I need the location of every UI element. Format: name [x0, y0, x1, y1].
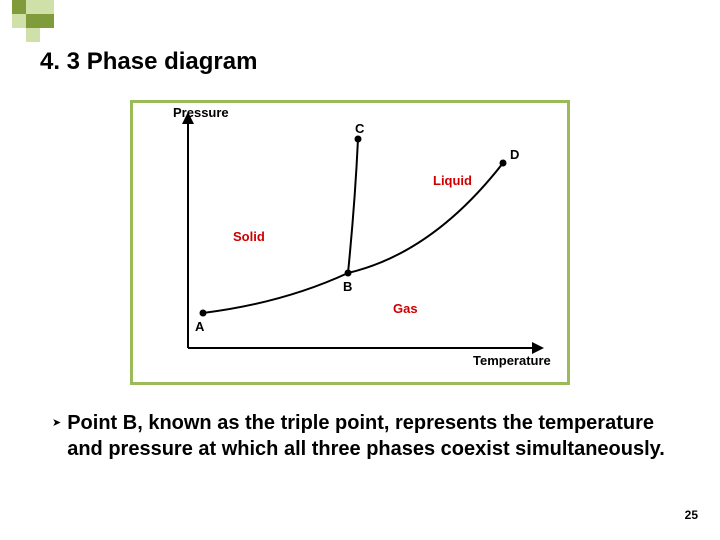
svg-text:C: C [355, 121, 365, 136]
bullet-text: Point B, known as the triple point, repr… [67, 410, 668, 462]
decor-square [26, 14, 40, 28]
svg-text:A: A [195, 319, 205, 334]
phase-diagram: A B C D Pressure Temperature Solid Liquid Gas [133, 103, 567, 382]
bullet-item: ➤ Point B, known as the triple point, re… [52, 410, 668, 462]
bullet-block: ➤ Point B, known as the triple point, re… [52, 410, 668, 462]
slide: 4. 3 Phase diagram A B C D Pressure Temperatu… [0, 0, 720, 540]
decor-square [12, 14, 26, 28]
bullet-marker: ➤ [52, 410, 61, 436]
decor-square [26, 28, 40, 42]
svg-text:Temperature: Temperature [473, 353, 551, 368]
page-number: 25 [685, 508, 698, 522]
decor-square [12, 0, 26, 14]
section-heading: 4. 3 Phase diagram [40, 48, 257, 76]
svg-text:Liquid: Liquid [433, 173, 472, 188]
phase-diagram-frame: A B C D Pressure Temperature Solid Liquid Gas [130, 100, 570, 385]
svg-text:Pressure: Pressure [173, 105, 229, 120]
decor-square [40, 14, 54, 28]
svg-text:Solid: Solid [233, 229, 265, 244]
svg-text:D: D [510, 147, 519, 162]
svg-text:Gas: Gas [393, 301, 418, 316]
decor-square [26, 0, 40, 14]
svg-text:B: B [343, 279, 352, 294]
decor-square [40, 0, 54, 14]
